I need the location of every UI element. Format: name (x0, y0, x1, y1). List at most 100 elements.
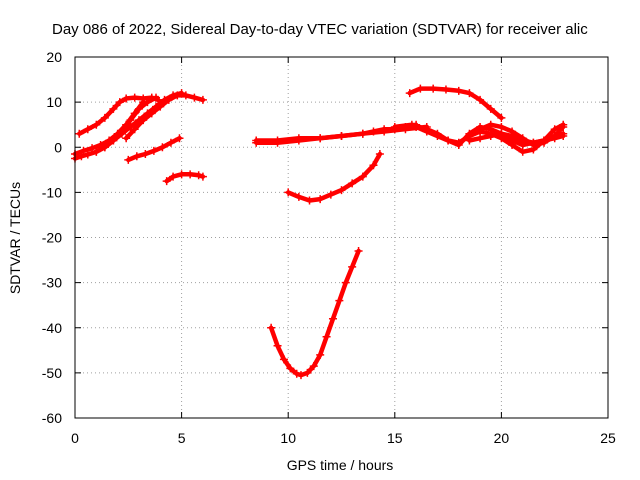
data-point (252, 138, 261, 147)
data-point (416, 84, 425, 93)
data-point (322, 332, 331, 341)
data-point (166, 138, 175, 147)
data-point (405, 89, 414, 98)
data-point (380, 127, 389, 136)
data-point (454, 138, 463, 147)
data-point (164, 95, 173, 104)
data-point (476, 125, 485, 134)
data-point (292, 369, 301, 378)
data-point (429, 84, 438, 93)
data-point (132, 152, 141, 161)
data-point (550, 125, 559, 134)
data-point (147, 93, 156, 102)
data-point (316, 350, 325, 359)
y-tick-label: -50 (42, 365, 62, 381)
data-point (407, 120, 416, 129)
series-line (285, 151, 383, 203)
data-point (559, 122, 568, 131)
data-point (337, 131, 346, 140)
data-point (198, 95, 207, 104)
data-point (147, 109, 156, 118)
y-tick-label: -30 (42, 275, 62, 291)
data-point (126, 122, 135, 131)
series-s5 (122, 91, 207, 143)
data-point (335, 296, 344, 305)
data-point (267, 323, 276, 332)
data-point (518, 134, 527, 143)
data-point (348, 262, 357, 271)
data-point (273, 138, 282, 147)
data-point (454, 86, 463, 95)
data-point (149, 146, 158, 155)
data-point (273, 341, 282, 350)
data-point (79, 146, 88, 155)
data-point (294, 192, 303, 201)
y-tick-label: -40 (42, 320, 62, 336)
data-point (83, 125, 92, 134)
series-line (123, 93, 206, 141)
data-point (486, 120, 495, 129)
data-point (92, 147, 101, 156)
data-point (441, 85, 450, 94)
x-tick-label: 10 (280, 430, 296, 446)
axis-ticks: 0 5 10 15 20 25 -60 -50 -40 -30 -20 -10 0 10 20 (42, 49, 616, 446)
data-point (294, 136, 303, 145)
chart-title: Day 086 of 2022, Sidereal Day-to-day VTE… (52, 21, 588, 38)
data-point (316, 195, 325, 204)
series-line (407, 86, 504, 121)
data-point (279, 355, 288, 364)
data-point (328, 314, 337, 323)
data-point (122, 120, 131, 129)
data-point (309, 362, 318, 371)
data-point (341, 278, 350, 287)
data-point (175, 134, 184, 143)
y-tick-label: -60 (42, 410, 62, 426)
data-point (497, 122, 506, 131)
data-point (433, 131, 442, 140)
y-axis-title: SDTVAR / TECUs (7, 182, 23, 294)
data-point (348, 179, 357, 188)
data-point (198, 172, 207, 181)
x-axis-title: GPS time / hours (287, 457, 394, 473)
data-point (141, 150, 150, 159)
data-point (194, 171, 203, 180)
x-tick-label: 20 (494, 430, 510, 446)
data-point (117, 129, 126, 138)
data-point (88, 144, 97, 153)
data-point (190, 93, 199, 102)
data-point (124, 155, 133, 164)
data-point (508, 127, 517, 136)
data-point (476, 95, 485, 104)
series-s6 (124, 134, 184, 164)
data-point (375, 150, 384, 159)
data-point (508, 140, 517, 149)
y-tick-label: 0 (54, 139, 62, 155)
data-point (100, 113, 109, 122)
data-point (139, 116, 148, 125)
data-point (540, 138, 549, 147)
data-point (465, 89, 474, 98)
data-point (169, 172, 178, 181)
data-point (122, 94, 131, 103)
data-point (465, 136, 474, 145)
data-point (529, 140, 538, 149)
data-layer (71, 84, 568, 380)
data-point (316, 134, 325, 143)
data-point (173, 91, 182, 100)
y-tick-label: 20 (46, 49, 62, 65)
data-point (422, 127, 431, 136)
data-point (181, 91, 190, 100)
data-point (162, 177, 171, 186)
data-point (130, 93, 139, 102)
data-point (486, 104, 495, 113)
data-point (337, 186, 346, 195)
data-point (326, 190, 335, 199)
grid (75, 57, 608, 418)
series-s9 (252, 122, 431, 147)
x-tick-label: 25 (600, 430, 616, 446)
data-point (354, 247, 363, 256)
data-point (156, 102, 165, 111)
data-point (286, 364, 295, 373)
data-point (476, 134, 485, 143)
